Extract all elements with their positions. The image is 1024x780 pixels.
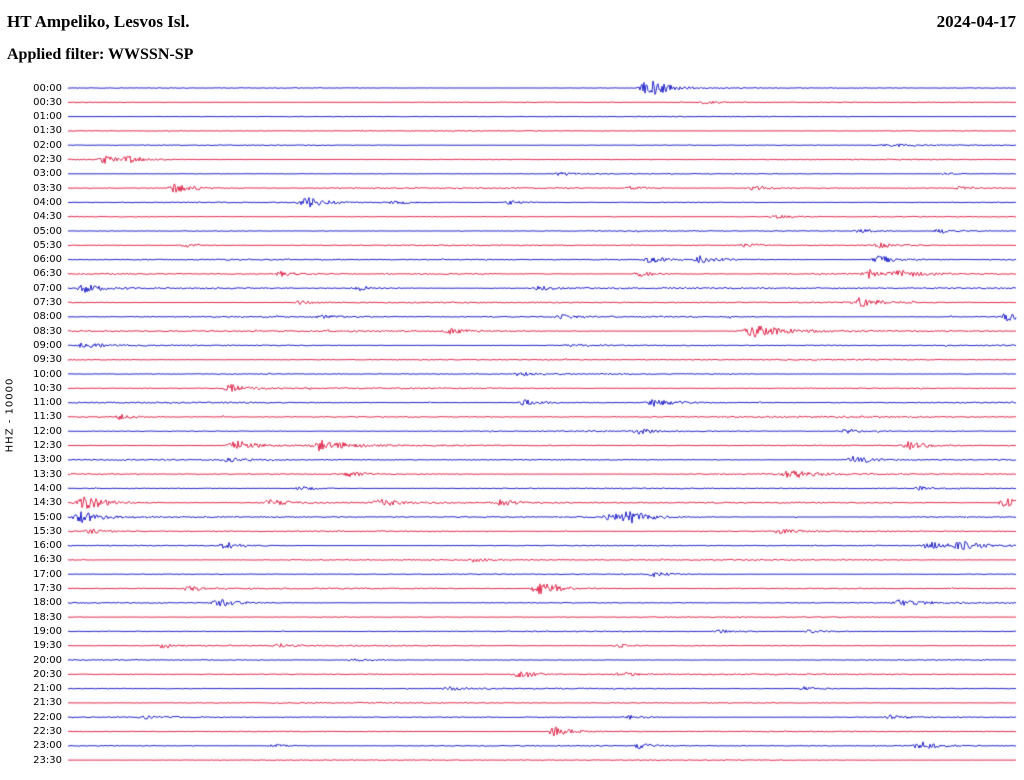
time-label: 10:00 bbox=[33, 368, 62, 380]
time-label: 17:00 bbox=[33, 568, 62, 580]
time-label: 21:00 bbox=[33, 683, 62, 695]
time-label: 18:00 bbox=[33, 597, 62, 609]
time-label: 20:30 bbox=[33, 668, 62, 680]
time-label: 01:00 bbox=[33, 111, 62, 123]
time-label: 04:00 bbox=[33, 196, 62, 208]
time-label: 00:00 bbox=[33, 82, 62, 94]
time-label: 05:30 bbox=[33, 239, 62, 251]
time-label: 02:00 bbox=[33, 139, 62, 151]
time-label: 12:30 bbox=[33, 440, 62, 451]
time-label: 05:00 bbox=[33, 225, 62, 237]
time-label: 11:30 bbox=[33, 411, 62, 423]
time-label: 08:30 bbox=[33, 325, 62, 337]
time-label: 07:30 bbox=[33, 297, 62, 308]
time-label: 18:30 bbox=[33, 611, 62, 623]
time-label: 03:00 bbox=[33, 168, 62, 180]
time-label: 14:00 bbox=[33, 482, 62, 494]
time-label: 15:30 bbox=[33, 525, 62, 537]
time-label: 11:00 bbox=[33, 397, 62, 409]
time-label: 09:30 bbox=[33, 354, 62, 366]
time-label: 16:30 bbox=[33, 554, 62, 566]
time-label: 02:30 bbox=[33, 154, 62, 165]
time-label: 19:00 bbox=[33, 625, 62, 637]
time-label: 08:00 bbox=[33, 311, 62, 323]
time-label: 04:30 bbox=[33, 211, 62, 223]
record-date: 2024-04-17 bbox=[936, 12, 1016, 31]
time-label: 19:30 bbox=[33, 640, 62, 652]
time-label: 01:30 bbox=[33, 125, 62, 137]
time-label: 20:00 bbox=[33, 654, 62, 666]
time-label: 09:00 bbox=[33, 339, 62, 351]
time-label: 13:00 bbox=[33, 454, 62, 466]
time-label: 06:30 bbox=[33, 268, 62, 280]
time-label: 22:30 bbox=[33, 726, 62, 737]
time-label: 17:30 bbox=[33, 583, 62, 594]
time-label: 22:00 bbox=[33, 711, 62, 723]
time-label: 15:00 bbox=[33, 511, 62, 523]
time-label: 13:30 bbox=[33, 468, 62, 480]
time-label: 12:00 bbox=[33, 425, 62, 437]
applied-filter-label: Applied filter: WWSSN-SP bbox=[7, 46, 194, 63]
time-label: 23:30 bbox=[33, 754, 62, 766]
time-label: 21:30 bbox=[33, 697, 62, 709]
time-label: 23:00 bbox=[33, 740, 62, 752]
channel-scale-axis-label: HHZ - 10000 bbox=[4, 377, 16, 453]
time-label: 14:30 bbox=[33, 497, 62, 509]
time-label: 03:30 bbox=[33, 182, 62, 194]
time-label: 16:00 bbox=[33, 540, 62, 552]
station-title: HT Ampeliko, Lesvos Isl. bbox=[7, 12, 190, 31]
time-label: 06:00 bbox=[33, 254, 62, 266]
time-label: 00:30 bbox=[33, 96, 62, 108]
time-label: 10:30 bbox=[33, 382, 62, 394]
time-label: 07:00 bbox=[33, 282, 62, 294]
